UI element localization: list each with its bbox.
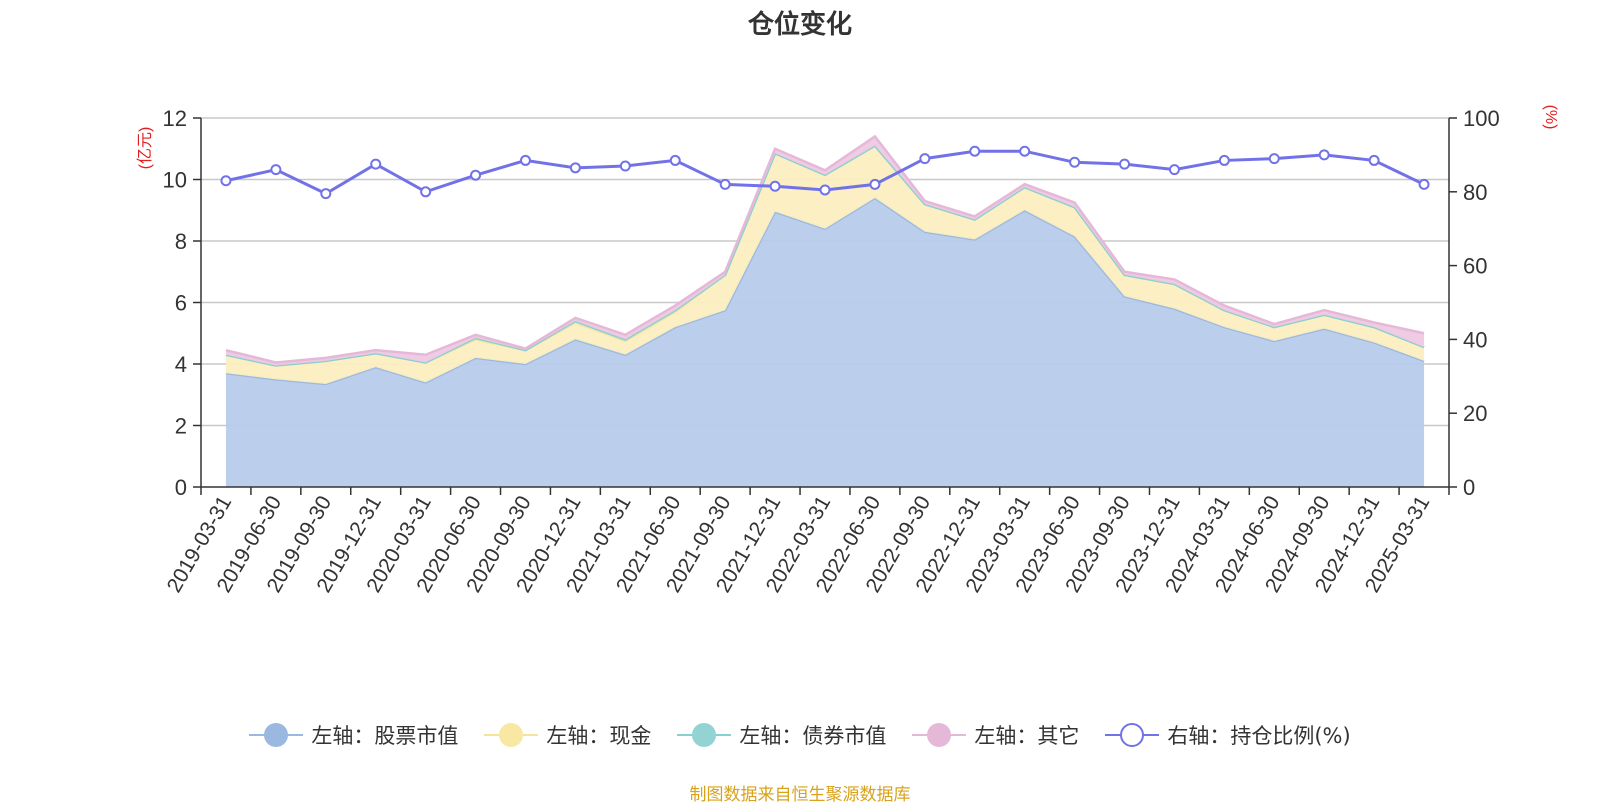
left-tick-label: 8 bbox=[175, 229, 187, 254]
ratio-point bbox=[769, 180, 781, 192]
area-fill-series-0 bbox=[225, 197, 1425, 487]
right-tick-label: 80 bbox=[1463, 180, 1487, 205]
ratio-point bbox=[619, 160, 631, 172]
left-tick-label: 6 bbox=[175, 291, 187, 316]
ratio-point bbox=[420, 186, 432, 198]
ratio-point bbox=[370, 158, 382, 170]
right-tick-label: 0 bbox=[1463, 475, 1475, 500]
legend-cash-marker-icon bbox=[484, 723, 539, 747]
ratio-point bbox=[1218, 154, 1230, 166]
ratio-point bbox=[719, 178, 731, 190]
left-tick-label: 2 bbox=[175, 414, 187, 439]
ratio-point bbox=[220, 175, 232, 187]
legend-label: 左轴：股票市值 bbox=[311, 724, 459, 748]
ratio-point bbox=[470, 169, 482, 181]
ratio-point bbox=[1069, 156, 1081, 168]
ratio-point bbox=[669, 154, 681, 166]
ratio-point bbox=[1019, 145, 1031, 157]
legend-label: 左轴：其它 bbox=[974, 724, 1080, 748]
ratio-point bbox=[1268, 153, 1280, 165]
right-tick-label: 100 bbox=[1463, 106, 1500, 131]
ratio-point bbox=[969, 145, 981, 157]
legend-ratio-marker-icon bbox=[1105, 723, 1160, 747]
legend-item-other[interactable]: 左轴：其它 bbox=[912, 720, 1079, 750]
ratio-point bbox=[1318, 149, 1330, 161]
ratio-point bbox=[270, 164, 282, 176]
left-tick-label: 12 bbox=[163, 106, 187, 131]
ratio-point bbox=[519, 154, 531, 166]
left-tick-label: 0 bbox=[175, 475, 187, 500]
ratio-point bbox=[569, 162, 581, 174]
legend-label: 左轴：债券市值 bbox=[739, 724, 887, 748]
ratio-point bbox=[1418, 178, 1430, 190]
ratio-point bbox=[320, 188, 332, 200]
legend-item-cash[interactable]: 左轴：现金 bbox=[484, 720, 651, 750]
left-axis-label: (亿元) bbox=[136, 127, 154, 170]
legend-stock-marker-icon bbox=[249, 723, 304, 747]
right-axis-label: (%) bbox=[1542, 105, 1559, 130]
ratio-point bbox=[869, 178, 881, 190]
legend-item-bond[interactable]: 左轴：债券市值 bbox=[677, 720, 886, 750]
ratio-point bbox=[1119, 158, 1131, 170]
ratio-line bbox=[220, 145, 1430, 200]
legend-bond-marker-icon bbox=[677, 723, 732, 747]
legend-other-marker-icon bbox=[912, 723, 967, 747]
ratio-point bbox=[819, 184, 831, 196]
legend-item-ratio[interactable]: 右轴：持仓比例(%) bbox=[1105, 720, 1351, 750]
legend: 左轴：股票市值 左轴：现金 左轴：债券市值 左轴：其它 右轴：持仓比例(%) bbox=[0, 720, 1600, 750]
ratio-point bbox=[1168, 164, 1180, 176]
left-tick-label: 4 bbox=[175, 352, 187, 377]
legend-label: 右轴：持仓比例(%) bbox=[1167, 724, 1351, 748]
ratio-point bbox=[919, 153, 931, 165]
area-line-series-3 bbox=[225, 134, 1425, 364]
left-tick-label: 10 bbox=[163, 168, 187, 193]
legend-label: 左轴：现金 bbox=[546, 724, 652, 748]
ratio-point bbox=[1368, 154, 1380, 166]
right-tick-label: 60 bbox=[1463, 254, 1487, 279]
right-tick-label: 40 bbox=[1463, 327, 1487, 352]
right-tick-label: 20 bbox=[1463, 401, 1487, 426]
data-source-note: 制图数据来自恒生聚源数据库 bbox=[689, 785, 911, 805]
legend-item-stock[interactable]: 左轴：股票市值 bbox=[249, 720, 458, 750]
chart-title: 仓位变化 bbox=[747, 10, 852, 40]
